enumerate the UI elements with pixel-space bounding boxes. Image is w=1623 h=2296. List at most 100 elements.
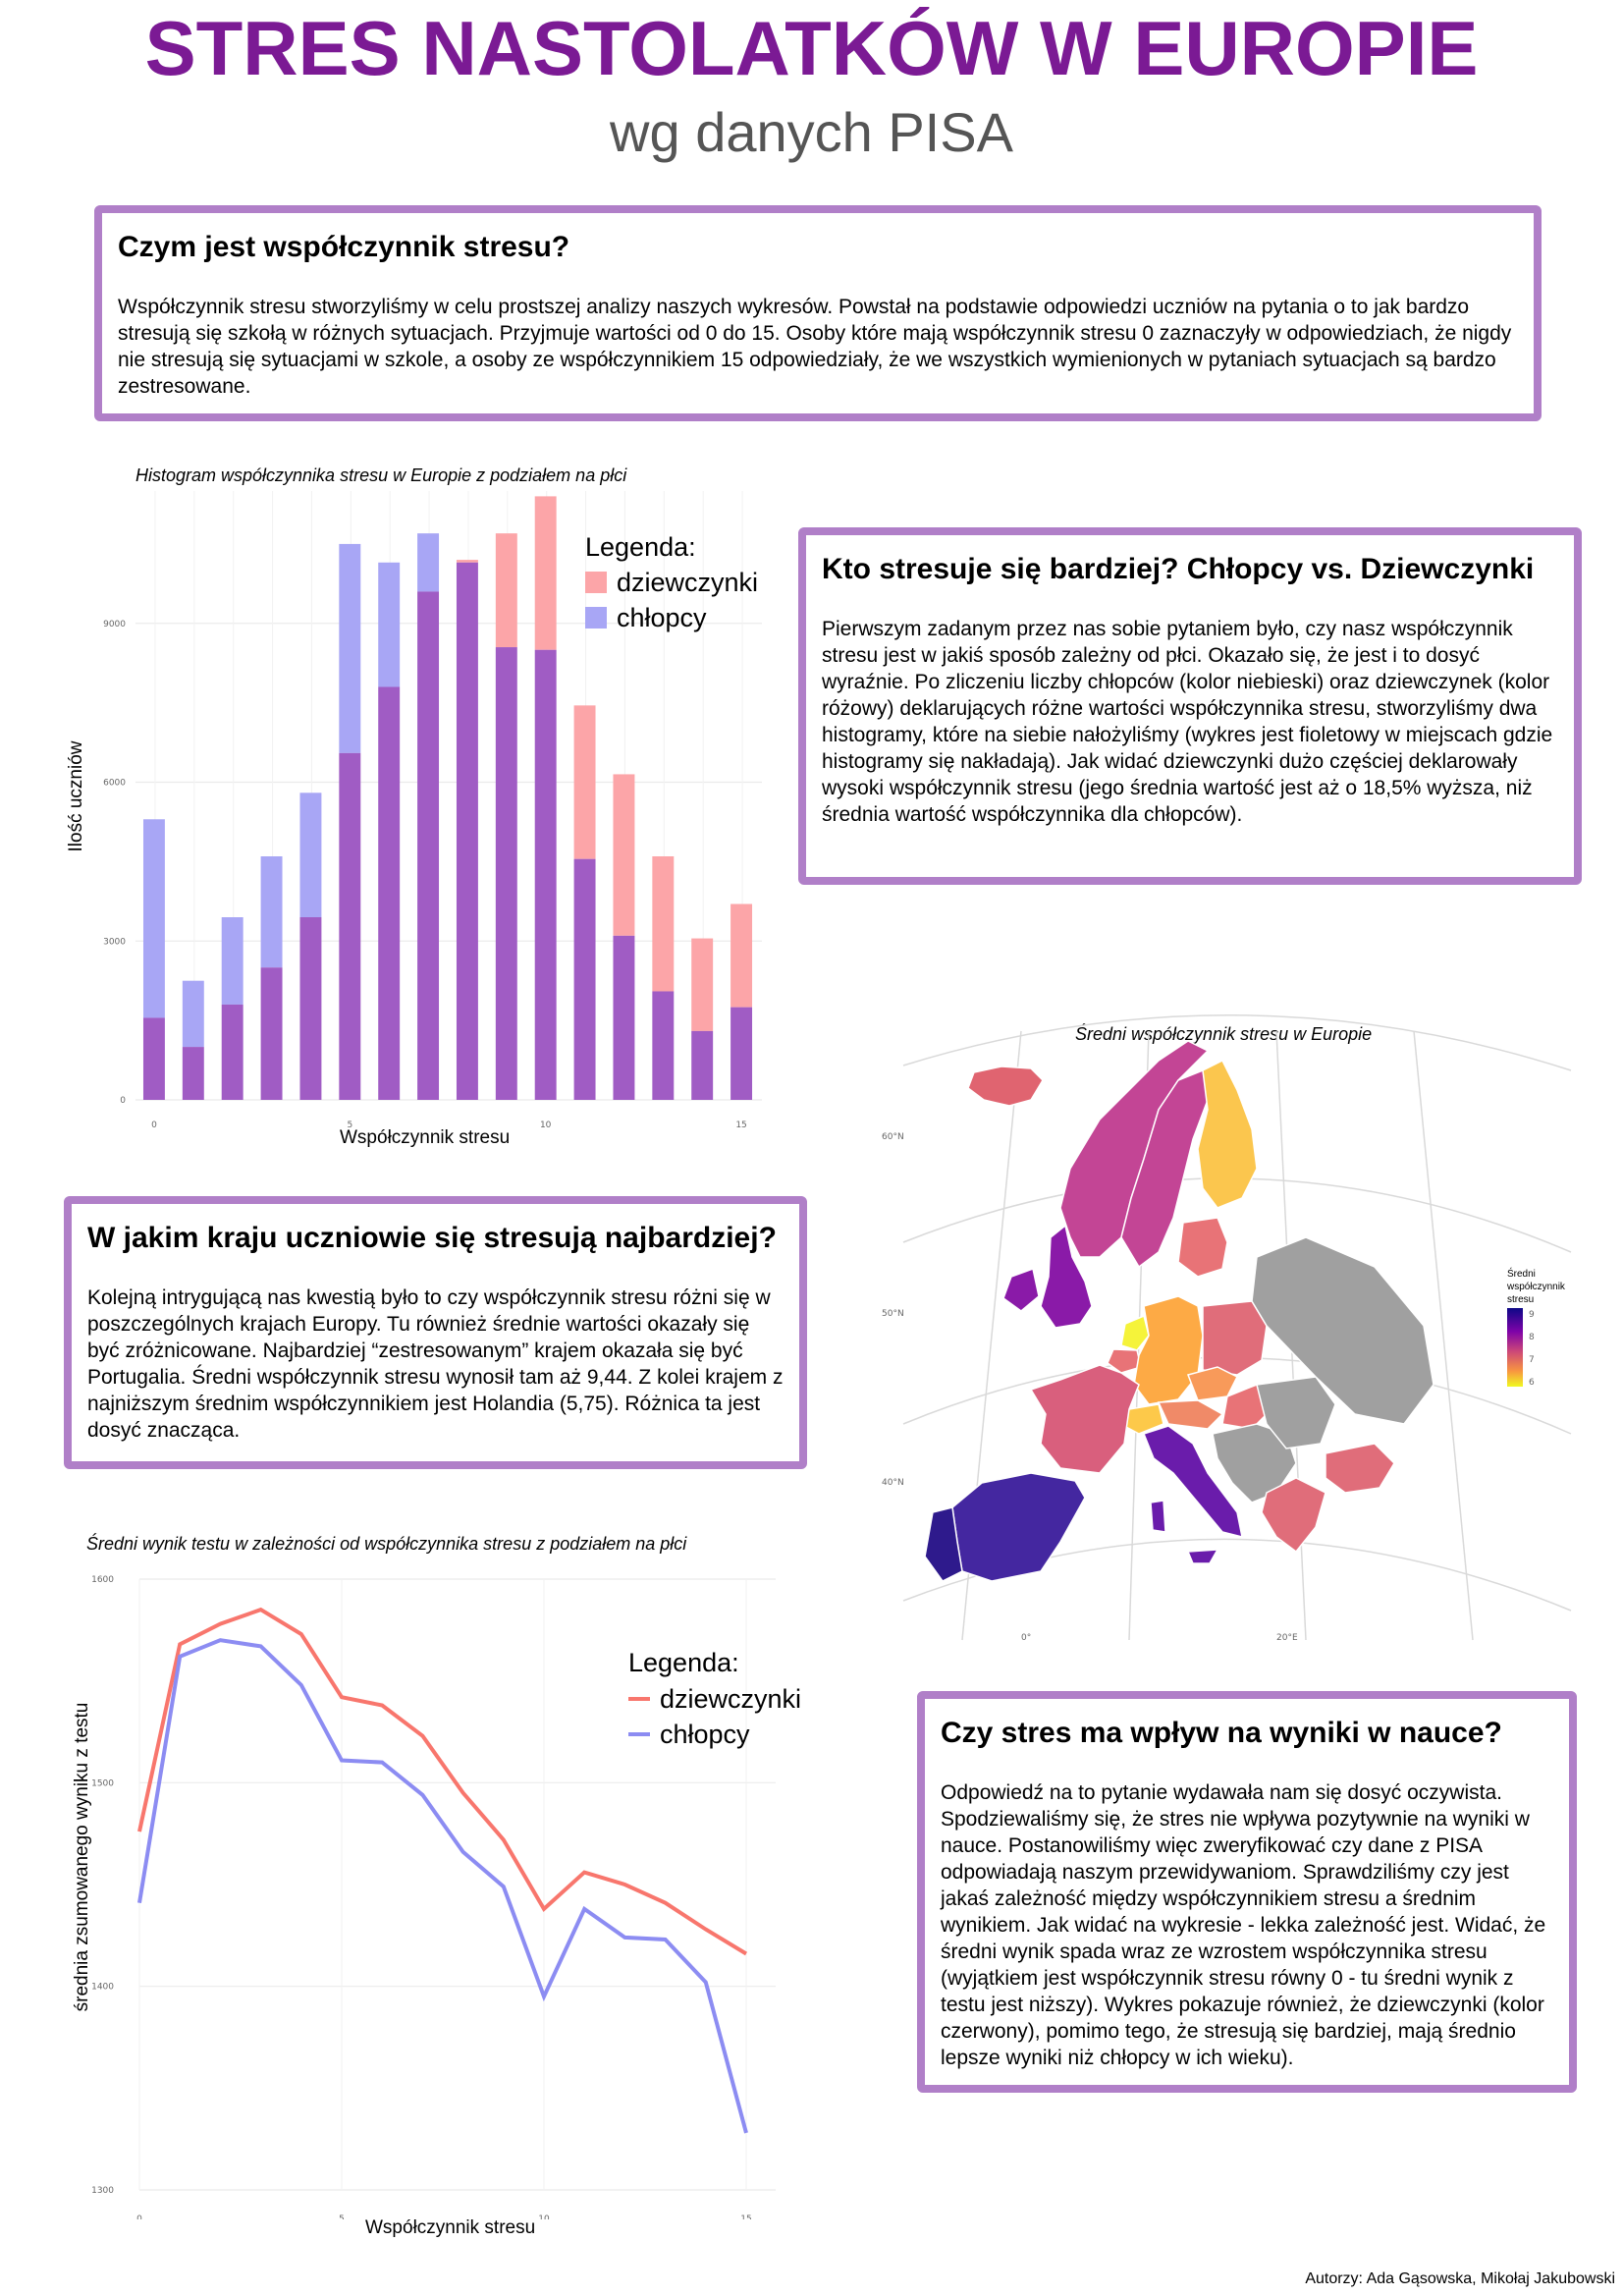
poster-title: STRES NASTOLATKÓW W EUROPIE xyxy=(144,5,1479,91)
y-tick-label: 1600 xyxy=(91,1575,114,1585)
legend-title: Legenda: xyxy=(585,532,696,562)
line-chart: 1300 1400 1500 1600 0 5 10 15 Legenda: dziewczynk… xyxy=(91,1575,801,2219)
x-tick-label: 10 xyxy=(540,1121,552,1130)
info-box-country: W jakim kraju uczniowie się stresują naj… xyxy=(64,1196,807,1469)
histogram-bar xyxy=(378,562,401,687)
x-tick-label: 0 xyxy=(136,2214,142,2219)
box-heading: Czym jest współczynnik stresu? xyxy=(118,231,570,263)
x-tick-label: 15 xyxy=(735,1121,746,1130)
legend-title: Legenda: xyxy=(628,1648,739,1677)
histogram-bar-overlap xyxy=(142,1017,165,1100)
histogram-bar xyxy=(339,543,361,753)
info-box-definition: Czym jest współczynnik stresu? Współczyn… xyxy=(94,205,1542,421)
info-box-results: Czy stres ma wpływ na wyniki w nauce? Od… xyxy=(917,1691,1577,2093)
map-legend-title: Średni xyxy=(1507,1267,1536,1280)
lat-label-60: 60°N xyxy=(882,1132,904,1142)
legend-swatch xyxy=(585,607,607,629)
histogram-bar xyxy=(613,774,635,936)
histogram-xlabel: Współczynnik stresu xyxy=(340,1127,511,1148)
histogram-bar-overlap xyxy=(495,647,517,1100)
country-baltics xyxy=(1177,1217,1228,1278)
x-tick-label: 5 xyxy=(347,1121,352,1130)
x-tick-label: 0 xyxy=(151,1121,157,1130)
histogram-bar xyxy=(417,533,440,592)
europe-map: 60°N 50°N 40°N 0° 20°E xyxy=(882,1013,1572,1643)
histogram-bar-overlap xyxy=(534,649,557,1100)
map-legend-colorbar xyxy=(1507,1308,1523,1387)
country-austria xyxy=(1157,1399,1224,1430)
country-poland xyxy=(1202,1300,1268,1376)
lat-label-50: 50°N xyxy=(882,1309,904,1319)
poster-subtitle: wg danych PISA xyxy=(610,101,1013,163)
histogram-chart: 0 3000 6000 9000 0 5 10 15 Legenda: dziewczynki ch… xyxy=(103,491,762,1130)
country-belgium xyxy=(1107,1348,1142,1374)
country-spain xyxy=(951,1472,1086,1582)
histogram-bar-overlap xyxy=(221,1004,243,1100)
country-norway xyxy=(1059,1040,1210,1258)
country-italy xyxy=(1143,1425,1243,1539)
histogram-bar-overlap xyxy=(456,562,478,1100)
histogram-bar xyxy=(142,819,165,1018)
y-tick-label: 1500 xyxy=(91,1778,114,1788)
country-germany xyxy=(1133,1295,1204,1405)
y-tick-label: 1400 xyxy=(91,1983,114,1993)
histogram-bar xyxy=(299,793,322,917)
legend-label: dziewczynki xyxy=(660,1684,801,1714)
legend-label: dziewczynki xyxy=(617,568,758,597)
map-legend-tick: 9 xyxy=(1529,1310,1535,1320)
y-tick-label: 1300 xyxy=(91,2186,114,2196)
map-legend-tick: 7 xyxy=(1529,1355,1535,1365)
linechart-title: Średni wynik testu w zależności od współ… xyxy=(86,1534,687,1554)
country-sardinia xyxy=(1150,1500,1166,1533)
histogram-title: Histogram współczynnika stresu w Europie… xyxy=(135,465,627,485)
box-heading: Czy stres ma wpływ na wyniki w nauce? xyxy=(941,1717,1502,1749)
histogram-ylabel: Ilość uczniów xyxy=(66,740,86,852)
y-tick-label: 3000 xyxy=(103,937,126,947)
histogram-bar xyxy=(182,980,204,1048)
histogram-bar-overlap xyxy=(652,991,675,1100)
country-france xyxy=(1029,1364,1140,1474)
country-sicily xyxy=(1186,1549,1219,1564)
histogram-bar-overlap xyxy=(691,1030,714,1100)
histogram-bar-overlap xyxy=(299,917,322,1100)
box-body: Współczynnik stresu stworzyliśmy w celu … xyxy=(118,296,1512,398)
country-east xyxy=(1251,1236,1434,1425)
histogram-bar xyxy=(221,917,243,1005)
country-ireland xyxy=(1002,1268,1040,1312)
histogram-bar xyxy=(534,496,557,650)
histogram-bar-overlap xyxy=(417,591,440,1100)
country-iceland xyxy=(967,1066,1044,1107)
box-heading: Kto stresuje się bardziej? Chłopcy vs. D… xyxy=(822,553,1535,585)
y-tick-label: 0 xyxy=(120,1096,126,1106)
histogram-bar xyxy=(495,533,517,648)
box-heading: W jakim kraju uczniowie się stresują naj… xyxy=(87,1222,777,1254)
map-legend-tick: 8 xyxy=(1529,1333,1535,1342)
histogram-bar xyxy=(691,938,714,1031)
histogram-bar-overlap xyxy=(182,1047,204,1100)
histogram-bar xyxy=(652,856,675,992)
lat-label-40: 40°N xyxy=(882,1478,904,1488)
country-czech xyxy=(1187,1366,1239,1401)
map-legend-tick: 6 xyxy=(1529,1378,1535,1388)
series-line xyxy=(137,1607,748,1956)
country-netherlands xyxy=(1120,1314,1150,1351)
lon-label-0: 0° xyxy=(1021,1633,1031,1643)
map-legend-title-2: współczynnik xyxy=(1506,1282,1566,1292)
map-legend-title-3: stresu xyxy=(1507,1294,1534,1305)
histogram-bar-overlap xyxy=(378,686,401,1100)
box-body: Pierwszym zadanym przez nas sobie pytani… xyxy=(822,618,1553,826)
country-portugal xyxy=(924,1506,963,1582)
info-box-gender: Kto stresuje się bardziej? Chłopcy vs. D… xyxy=(798,527,1582,885)
linechart-xlabel: Współczynnik stresu xyxy=(365,2217,536,2238)
lon-label-20: 20°E xyxy=(1276,1633,1298,1643)
x-tick-label: 10 xyxy=(538,2214,550,2219)
histogram-bar-overlap xyxy=(730,1007,753,1100)
country-turkey xyxy=(1325,1443,1395,1494)
histogram-bar xyxy=(573,705,596,859)
country-finland xyxy=(1197,1059,1258,1209)
histogram-bar-overlap xyxy=(613,935,635,1100)
series-line xyxy=(137,1638,748,2134)
histogram-bar xyxy=(456,560,478,563)
legend-swatch xyxy=(585,572,607,593)
x-tick-label: 15 xyxy=(740,2214,751,2219)
